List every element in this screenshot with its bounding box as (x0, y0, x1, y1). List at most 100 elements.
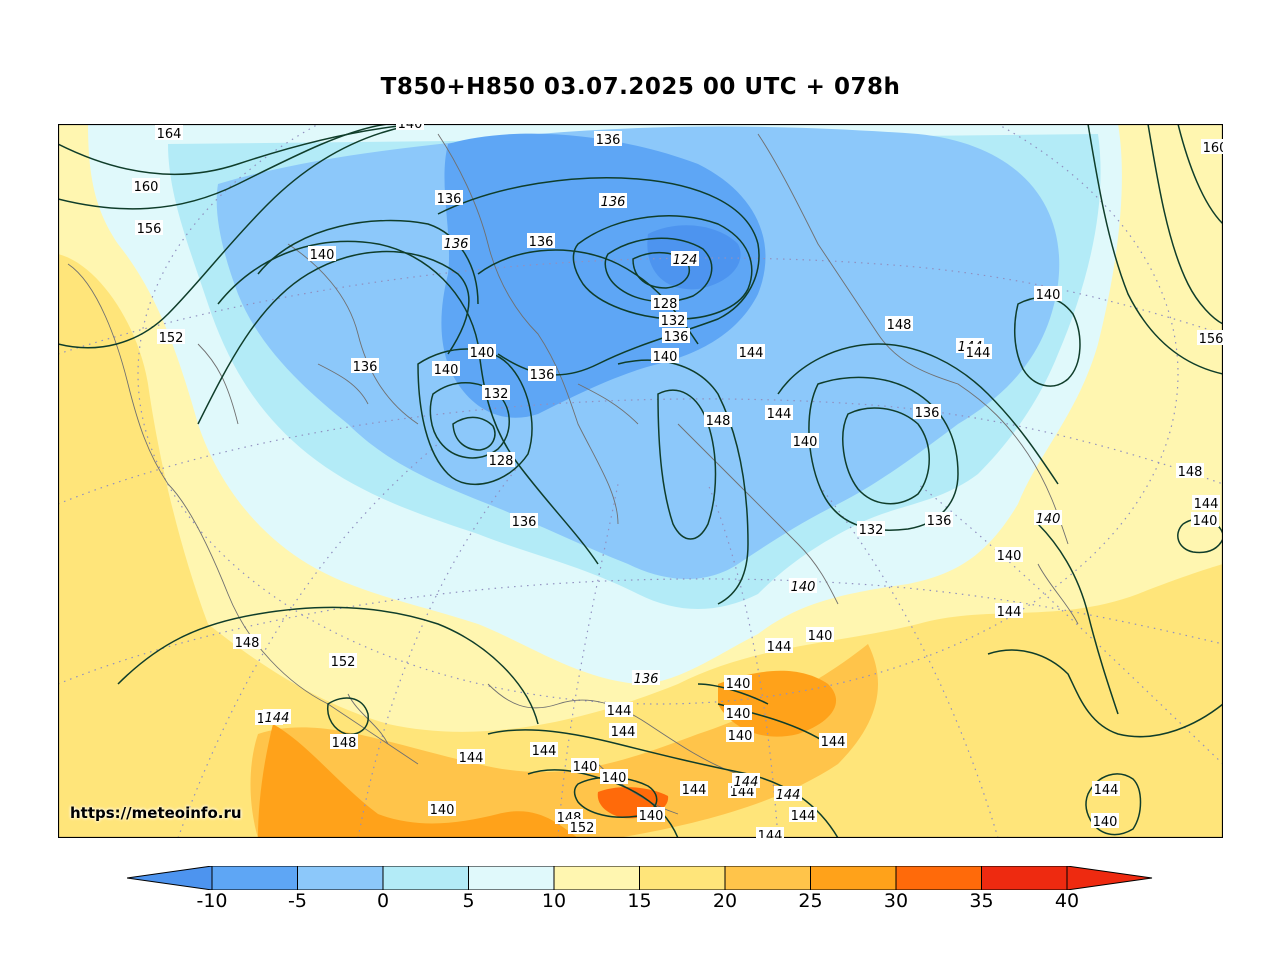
contour-label: 140 (308, 246, 336, 263)
contour-label-text: 136 (444, 237, 469, 252)
contour-label-text: 144 (734, 775, 759, 790)
contour-label-text: 160 (134, 180, 159, 195)
contour-label-text: 136 (927, 514, 952, 529)
contour-label-text: 144 (966, 346, 991, 361)
contour-label-text: 144 (821, 735, 846, 750)
contour-label: 132 (857, 521, 885, 538)
contour-label-text: 148 (1178, 465, 1203, 480)
map-title: T850+H850 03.07.2025 00 UTC + 078h (380, 74, 901, 100)
contour-label: 144 (732, 773, 760, 790)
contour-label-text: 148 (235, 636, 260, 651)
contour-label-text: 164 (157, 127, 182, 142)
temperature-field-25-30 (250, 644, 878, 838)
contour-label: 144 (457, 749, 485, 766)
contour-label-text: 124 (673, 253, 698, 268)
contour-label-text: 140 (470, 346, 495, 361)
contour-label-text: 148 (887, 318, 912, 333)
contour-label: 144 (1192, 495, 1220, 512)
contour-label-text: 140 (573, 760, 598, 775)
contour-label-text: 144 (1194, 497, 1219, 512)
contour-label-text: 136 (634, 672, 659, 687)
contour-label-text: 136 (529, 235, 554, 250)
contour-label-text: 132 (859, 523, 884, 538)
colorbar-tick-label: 0 (376, 890, 390, 912)
contour-label: 152 (568, 819, 596, 836)
contour-label-text: 144 (758, 829, 783, 838)
contour-label-text: 144 (265, 711, 290, 726)
contour-label-text: 136 (512, 515, 537, 530)
contour-label: 144 (765, 638, 793, 655)
contour-label-text: 148 (332, 736, 357, 751)
contour-label-text: 144 (739, 346, 764, 361)
contour-label: 144 (964, 344, 992, 361)
contour-label: 164 (155, 125, 183, 142)
contour-label: 152 (329, 653, 357, 670)
contour-label: 148 (330, 734, 358, 751)
contour-label: 144 (819, 733, 847, 750)
colorbar-segment (382, 866, 469, 890)
contour-label: 140 (651, 348, 679, 365)
colorbar-tick-label: -5 (288, 890, 307, 912)
contour-label-text: 136 (353, 360, 378, 375)
colorbar-segment (895, 866, 982, 890)
contour-label: 148 (233, 634, 261, 651)
contour-label: 144 (605, 702, 633, 719)
colorbar-tick-label: 15 (627, 890, 652, 912)
contour-label: 140 (600, 769, 628, 786)
contour-label: 148 (885, 316, 913, 333)
temperature-colorbar (127, 866, 1153, 890)
contour-label: 140 (1034, 510, 1062, 527)
contour-label-text: 152 (159, 331, 184, 346)
contour-label-text: 128 (489, 454, 514, 469)
contour-label: 140 (1091, 813, 1119, 830)
contour-label: 144 (609, 723, 637, 740)
colorbar-segment (211, 866, 298, 890)
colorbar-tick-label: 20 (712, 890, 738, 912)
contour-label: 136 (599, 193, 627, 210)
contour-label: 140 (724, 705, 752, 722)
contour-label-text: 132 (661, 314, 686, 329)
contour-label: 144 (680, 781, 708, 798)
contour-label-text: 140 (1193, 514, 1218, 529)
contour-label: 140 (726, 727, 754, 744)
temperature-field-20-25 (58, 254, 1223, 838)
contour-label: 140 (789, 578, 817, 595)
contour-label-text: 140 (434, 363, 459, 378)
contour-label-text: 148 (706, 414, 731, 429)
contour-label-text: 140 (1036, 512, 1061, 527)
colorbar-tick-label: 25 (798, 890, 823, 912)
colorbar-segment (981, 866, 1068, 890)
contour-label: 144 (774, 786, 802, 803)
contour-label-text: 140 (791, 580, 816, 595)
contour-label-text: 152 (570, 821, 595, 836)
contour-label: 136 (527, 233, 555, 250)
contour-label-text: 136 (915, 406, 940, 421)
colorbar-segment (553, 866, 640, 890)
contour-label: 140 (428, 801, 456, 818)
contour-label-text: 144 (459, 751, 484, 766)
contour-label-text: 144 (791, 809, 816, 824)
contour-label: 140 (432, 361, 460, 378)
contour-label-text: 140 (310, 248, 335, 263)
contour-label: 140 (637, 807, 665, 824)
contour-label-text: 136 (437, 192, 462, 207)
contour-label-text: 144 (776, 788, 801, 803)
contour-label: 144 (765, 405, 793, 422)
contour-label: 136 (632, 670, 660, 687)
contour-label: 156 (1197, 330, 1223, 347)
contour-label: 128 (651, 295, 679, 312)
contour-label-text: 140 (726, 707, 751, 722)
colorbar-tick-label: 30 (883, 890, 909, 912)
graticule (58, 124, 1223, 838)
colorbar-tick-label: 40 (1054, 890, 1080, 912)
contour-label-text: 144 (767, 640, 792, 655)
contour-label: 136 (913, 404, 941, 421)
contour-label-text: 140 (728, 729, 753, 744)
contour-label: 152 (157, 329, 185, 346)
contour-label-text: 140 (808, 629, 833, 644)
colorbar-segment (724, 866, 811, 890)
contour-label: 136 (662, 328, 690, 345)
contour-label-text: 156 (1199, 332, 1223, 347)
contour-label: 140 (1034, 286, 1062, 303)
contour-label: 132 (482, 385, 510, 402)
